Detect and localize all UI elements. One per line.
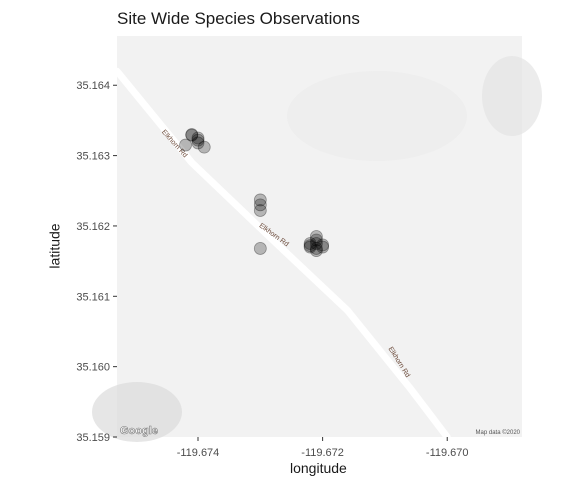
observation-point [253,198,267,212]
observation-point [191,131,205,145]
chart-title: Site Wide Species Observations [117,9,360,28]
observation-point [253,242,267,255]
observation-point [197,140,211,154]
y-tick-label: 35.161 [76,291,110,303]
observation-point [309,244,323,257]
observation-point [253,204,267,217]
y-tick-label: 35.159 [76,432,110,444]
observation-point [303,237,317,250]
observation-point [309,237,323,250]
y-tick-label: 35.163 [76,151,110,163]
y-axis-label: latitude [46,223,63,269]
map-attribution: Map data ©2020 [476,429,521,436]
observation-point [309,233,323,247]
terrain-shade [287,71,467,161]
observation-point [309,242,323,255]
y-tick-label: 35.160 [76,362,110,374]
x-axis-label: longitude [290,460,347,476]
google-logo: Google [120,425,158,437]
x-tick-label: -119.674 [177,447,220,459]
observation-point [253,193,267,207]
observation-point [303,240,317,254]
terrain-shade [92,382,182,442]
observation-point [309,230,323,243]
observation-point [316,238,330,252]
terrain-shade [482,56,542,136]
road-elkhorn [113,67,451,441]
observation-point [185,128,199,141]
observation-point [179,138,192,152]
observation-point [303,239,317,253]
y-tick-label: 35.162 [76,221,110,233]
observation-point [191,136,205,150]
observation-point [316,240,330,254]
observation-point [191,133,205,147]
observation-point [185,128,199,142]
x-tick-label: -119.670 [426,447,469,459]
y-tick-label: 35.164 [76,80,110,92]
x-tick-label: -119.672 [301,447,344,459]
